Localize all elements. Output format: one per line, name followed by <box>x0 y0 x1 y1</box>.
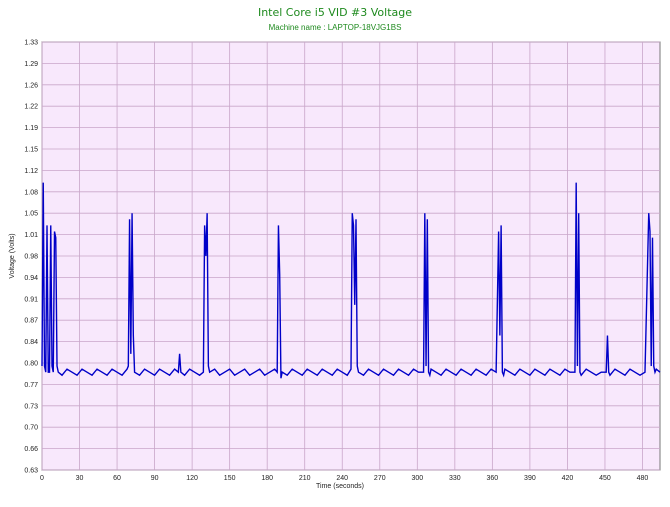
y-tick-label: 0.70 <box>24 425 38 432</box>
chart-title: Intel Core i5 VID #3 Voltage <box>258 6 412 19</box>
y-tick-label: 0.91 <box>24 296 38 303</box>
y-tick-label: 1.29 <box>24 61 38 68</box>
y-tick-label: 1.12 <box>24 168 38 175</box>
voltage-line <box>41 182 661 379</box>
y-tick-label: 1.22 <box>24 104 38 111</box>
y-tick-label: 1.01 <box>24 232 38 239</box>
x-tick-label: 210 <box>299 475 311 482</box>
x-tick-label: 360 <box>487 475 499 482</box>
y-tick-label: 1.15 <box>24 147 38 154</box>
x-tick-label: 300 <box>411 475 423 482</box>
x-tick-label: 180 <box>261 475 273 482</box>
y-tick-label: 1.33 <box>24 40 38 47</box>
y-tick-label: 1.08 <box>24 189 38 196</box>
y-tick-label: 0.94 <box>24 275 38 282</box>
y-tick-label: 1.19 <box>24 125 38 132</box>
x-tick-label: 150 <box>224 475 236 482</box>
x-tick-label: 270 <box>374 475 386 482</box>
y-tick-label: 0.63 <box>24 468 38 475</box>
chart-subtitle: Machine name : LAPTOP-18VJG1BS <box>269 23 402 32</box>
y-tick-label: 1.05 <box>24 211 38 218</box>
y-tick-label: 0.84 <box>24 339 38 346</box>
x-tick-label: 450 <box>599 475 611 482</box>
y-tick-label: 0.80 <box>24 361 38 368</box>
x-tick-label: 120 <box>186 475 198 482</box>
y-axis-label: Voltage (Volts) <box>9 233 16 278</box>
x-axis-label: Time (seconds) <box>316 483 364 490</box>
y-tick-label: 0.73 <box>24 403 38 410</box>
y-tick-label: 0.77 <box>24 382 38 389</box>
y-tick-label: 1.26 <box>24 82 38 89</box>
x-tick-label: 480 <box>637 475 649 482</box>
x-tick-label: 30 <box>76 475 84 482</box>
x-tick-label: 240 <box>336 475 348 482</box>
y-tick-label: 0.98 <box>24 254 38 261</box>
x-tick-label: 420 <box>562 475 574 482</box>
y-tick-label: 0.87 <box>24 318 38 325</box>
y-tick-label: 0.66 <box>24 446 38 453</box>
x-tick-label: 0 <box>40 475 44 482</box>
x-tick-label: 390 <box>524 475 536 482</box>
x-tick-label: 330 <box>449 475 461 482</box>
x-tick-label: 60 <box>113 475 121 482</box>
x-tick-label: 90 <box>151 475 159 482</box>
